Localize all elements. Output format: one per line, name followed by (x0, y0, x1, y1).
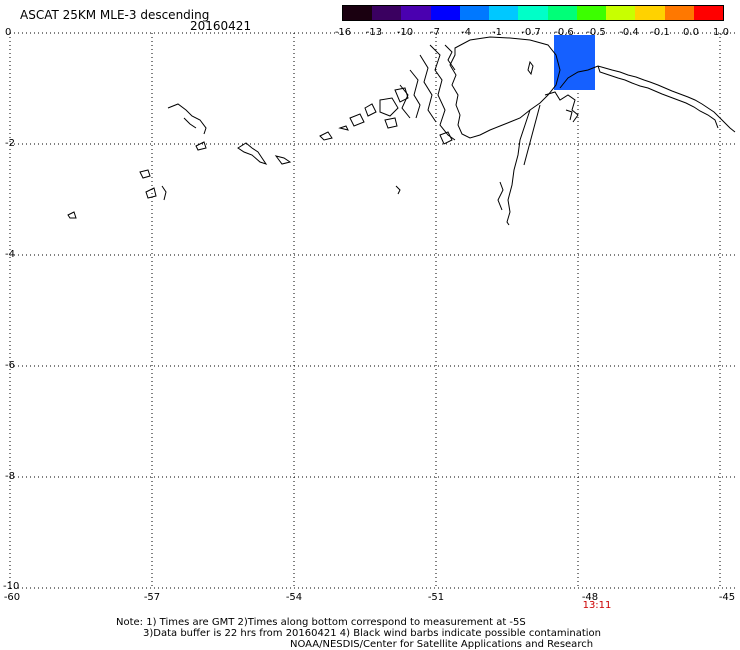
colorbar-segment (576, 6, 607, 20)
y-axis-label: -8 (5, 471, 15, 482)
footer-credit: NOAA/NESDIS/Center for Satellite Applica… (290, 639, 594, 650)
map-title: ASCAT 25KM MLE-3 descending (20, 8, 210, 22)
measurement-time: 13:11 (582, 600, 612, 611)
colorbar-label: -0.1 (650, 27, 670, 38)
colorbar (342, 5, 724, 21)
colorbar-label: 1.0 (713, 27, 729, 38)
y-axis-label: -6 (5, 360, 15, 371)
colorbar-segment (372, 6, 402, 20)
colorbar-segment (430, 6, 460, 20)
map-date: 20160421 (190, 19, 252, 33)
colorbar-segment (635, 6, 665, 20)
west-island (167, 103, 207, 135)
x-axis-label: -51 (427, 592, 445, 603)
x-axis-label: -54 (285, 592, 303, 603)
wind-data-patch (554, 35, 595, 90)
y-axis-label: 0 (5, 27, 12, 38)
x-axis-label: -60 (3, 592, 21, 603)
x-axis-label: -57 (143, 592, 161, 603)
footer-note-1: Note: 1) Times are GMT 2)Times along bot… (116, 617, 526, 628)
footer-note-2: 3)Data buffer is 22 hrs from 20160421 4)… (143, 628, 601, 639)
colorbar-label: -1 (492, 27, 502, 38)
colorbar-segment (489, 6, 519, 20)
colorbar-label: -0.5 (586, 27, 606, 38)
marajo-island-coast (449, 36, 561, 139)
x-axis-label: -48 (581, 592, 599, 603)
map-grid (9, 32, 735, 589)
y-axis-label: -10 (3, 581, 20, 592)
y-axis-label: -2 (5, 138, 15, 149)
colorbar-segment (459, 6, 490, 20)
colorbar-segment (664, 6, 694, 20)
y-axis-label: -4 (5, 249, 15, 260)
colorbar-label: -10 (396, 27, 414, 38)
colorbar-segment (401, 6, 431, 20)
colorbar-segment (518, 6, 548, 20)
colorbar-segment (343, 6, 373, 20)
colorbar-label: -0.4 (619, 27, 639, 38)
colorbar-segment (547, 6, 577, 20)
x-axis-label: -45 (718, 592, 736, 603)
tocantins-river (506, 109, 531, 226)
colorbar-segment (693, 6, 724, 20)
coastline (67, 36, 736, 226)
colorbar-label: -0.6 (554, 27, 574, 38)
colorbar-segment (606, 6, 636, 20)
